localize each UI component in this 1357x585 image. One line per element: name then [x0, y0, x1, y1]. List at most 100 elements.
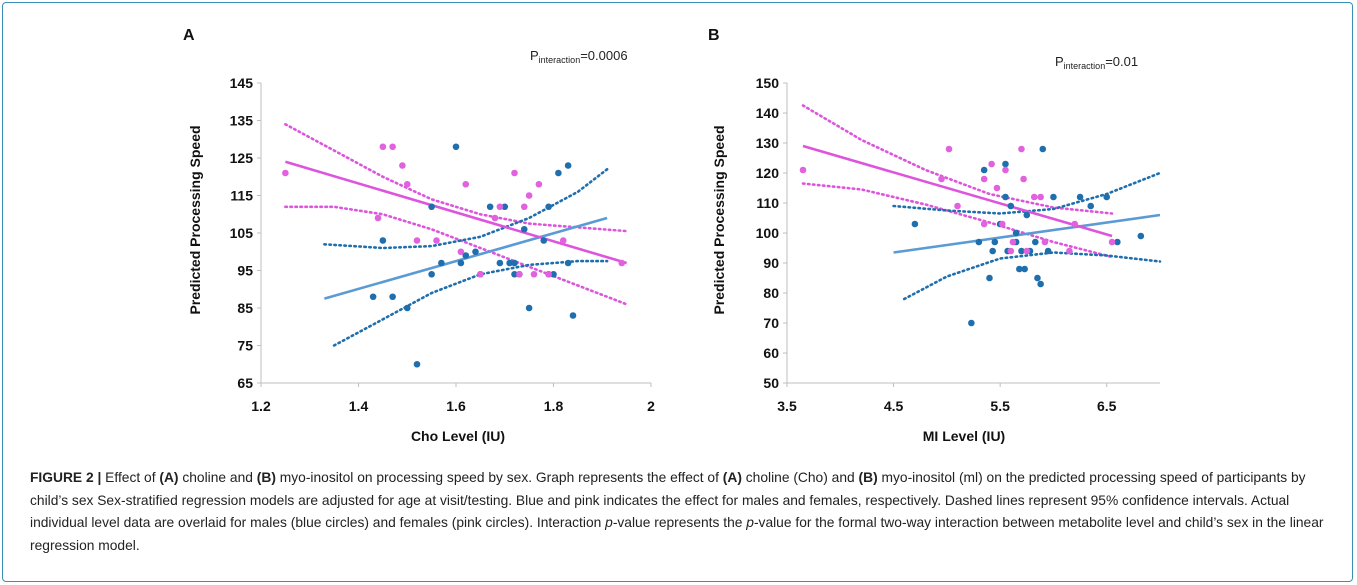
male-point [1137, 232, 1145, 240]
female-point [457, 248, 465, 256]
y-tick-label: 140 [756, 105, 780, 121]
male-point [496, 259, 504, 267]
male-point [1076, 193, 1084, 201]
x-tick-label: 3.5 [777, 398, 797, 414]
y-tick-label: 85 [237, 300, 253, 316]
caption-ref-a: (A) [159, 470, 179, 485]
male-point [413, 360, 421, 368]
female-point [998, 220, 1006, 228]
y-tick-label: 150 [756, 75, 780, 91]
female-point [520, 203, 528, 211]
y-tick-label: 145 [230, 75, 254, 91]
female-point [462, 180, 470, 188]
x-tick-label: 5.5 [990, 398, 1010, 414]
panel-b: B Pinteraction=0.01 MI Level (IU) Predic… [708, 27, 1162, 444]
y-tick-label: 60 [763, 345, 779, 361]
female-point [1002, 166, 1009, 174]
male-point [1021, 265, 1028, 273]
x-axis-label-a: Cho Level (IU) [411, 428, 505, 444]
female-point [993, 184, 1001, 192]
female-point [1009, 238, 1017, 246]
male-point [1016, 265, 1023, 273]
male-point [525, 304, 533, 312]
female-point [618, 259, 626, 267]
female-point [516, 270, 523, 278]
panel-label-a: A [183, 27, 195, 44]
female-ci-upper-b [801, 104, 1114, 215]
male-point [1032, 238, 1039, 246]
female-point [525, 192, 533, 199]
caption-text: -value represents the [612, 515, 747, 530]
female-point [1041, 238, 1049, 246]
female-point [945, 145, 953, 153]
male-point [369, 293, 377, 301]
plot-area-a: 65 75 85 95 105 115 125 135 145 1.2 1.4 1.6 1.8 2 [230, 75, 655, 414]
caption-text: Effect of [101, 470, 160, 485]
male-point [1114, 238, 1121, 246]
male-point [1018, 247, 1025, 255]
male-point [1012, 229, 1020, 237]
x-tick-label: 2 [647, 398, 655, 414]
female-point [1066, 247, 1073, 255]
female-point [491, 214, 499, 222]
caption-figure-label: FIGURE 2 | [30, 470, 102, 485]
y-tick-label: 110 [756, 195, 779, 211]
male-point [1044, 247, 1052, 255]
x-tick-label: 1.2 [251, 398, 271, 414]
female-point [1020, 175, 1027, 183]
female-point [282, 169, 289, 177]
p-interaction-b: Pinteraction=0.01 [1055, 54, 1138, 71]
male-point [968, 319, 975, 327]
female-point [1018, 145, 1025, 153]
y-tick-label: 125 [230, 150, 254, 166]
male-point [520, 225, 528, 233]
caption-text: myo-inositol on processing speed by sex.… [275, 470, 723, 485]
male-point [986, 274, 993, 282]
y-tick-label: 105 [230, 225, 254, 241]
y-tick-label: 75 [237, 338, 253, 354]
female-point [1108, 238, 1116, 246]
female-ci-lower-b [801, 182, 1114, 259]
x-tick-label: 4.5 [884, 398, 904, 414]
female-point [413, 237, 421, 244]
x-axis-label-b: MI Level (IU) [923, 428, 1005, 444]
caption-ref-b: (B) [256, 470, 276, 485]
male-ci-upper-b [892, 171, 1162, 215]
caption-text: -value for the formal two-way interactio… [30, 515, 1324, 553]
male-ci-upper-a [323, 168, 609, 250]
female-point [988, 160, 995, 168]
x-tick-label: 1.6 [446, 398, 466, 414]
female-fit-line-a [285, 160, 627, 265]
caption-text: myo-inositol (ml) on the predicted proce… [30, 470, 1306, 530]
female-fit-line-b [802, 144, 1113, 238]
x-tick-label: 1.8 [544, 398, 564, 414]
caption-text: choline and [178, 470, 257, 485]
y-tick-label: 90 [763, 255, 779, 271]
y-tick-label: 50 [763, 375, 779, 391]
male-point [991, 238, 999, 246]
y-axis-label-a: Predicted Processing Speed [187, 125, 203, 314]
female-ci-upper-a [284, 123, 628, 233]
male-point [1007, 202, 1015, 210]
male-point [1002, 160, 1009, 168]
male-point [511, 259, 518, 267]
female-point [511, 169, 518, 177]
male-point [457, 259, 465, 267]
male-point [989, 247, 996, 255]
male-point [389, 293, 396, 301]
male-point [438, 259, 445, 267]
male-point [403, 304, 411, 312]
y-tick-label: 130 [756, 135, 780, 151]
y-axis-label-b: Predicted Processing Speed [711, 125, 727, 314]
x-tick-label: 1.4 [349, 398, 369, 414]
male-point [1103, 193, 1111, 201]
male-point [569, 312, 577, 319]
figure-caption: FIGURE 2 | Effect of (A) choline and (B)… [30, 467, 1335, 557]
male-fit-line-b [893, 213, 1161, 254]
y-tick-label: 95 [237, 263, 253, 279]
y-tick-label: 120 [756, 165, 780, 181]
female-point [799, 166, 807, 174]
male-point [511, 270, 518, 278]
male-point [1039, 145, 1047, 153]
